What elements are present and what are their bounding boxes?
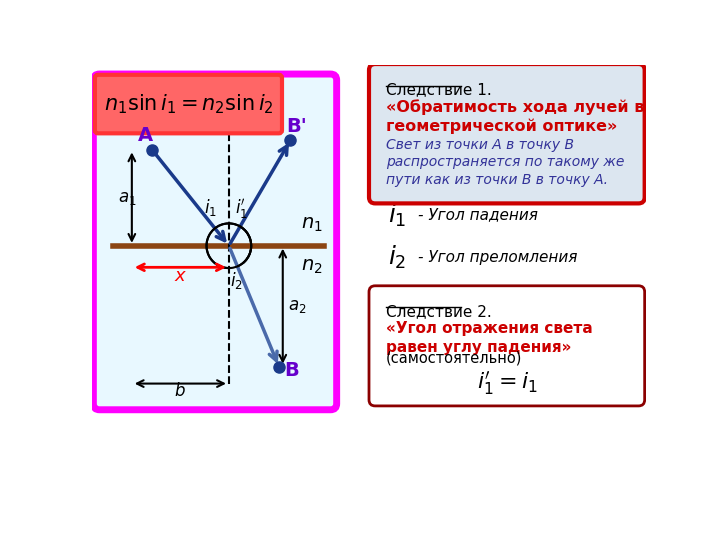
- Text: - Угол отражения: - Угол отражения: [418, 292, 559, 307]
- Text: - Угол падения: - Угол падения: [418, 207, 537, 222]
- Text: $i_2$: $i_2$: [388, 244, 407, 271]
- Text: $x$: $x$: [174, 267, 187, 285]
- Text: - Угол преломления: - Угол преломления: [418, 250, 577, 265]
- Text: $i_1'$: $i_1'$: [235, 197, 248, 221]
- Text: $i_1$: $i_1$: [388, 201, 407, 228]
- Text: Следствие 1.: Следствие 1.: [386, 83, 492, 98]
- Text: $i_1'$: $i_1'$: [388, 284, 407, 315]
- FancyBboxPatch shape: [94, 74, 337, 410]
- Text: B': B': [287, 117, 307, 136]
- Text: A: A: [138, 126, 153, 145]
- Text: «Обратимость хода лучей в
геометрической оптике»: «Обратимость хода лучей в геометрической…: [386, 99, 644, 134]
- FancyBboxPatch shape: [369, 286, 644, 406]
- Text: $a_2$: $a_2$: [288, 297, 307, 315]
- Text: $n_1$: $n_1$: [301, 215, 323, 234]
- Text: $n_1 \sin i_1 = n_2 \sin i_2$: $n_1 \sin i_1 = n_2 \sin i_2$: [104, 92, 274, 116]
- Text: «Угол отражения света
равен углу падения»: «Угол отражения света равен углу падения…: [386, 321, 593, 355]
- Text: (самостоятельно): (самостоятельно): [386, 350, 522, 366]
- Text: $a_1$: $a_1$: [118, 188, 137, 207]
- FancyBboxPatch shape: [369, 64, 644, 204]
- Text: Следствие 2.: Следствие 2.: [386, 304, 492, 319]
- Text: Свет из точки А в точку В
распространяется по такому же
пути как из точки В в то: Свет из точки А в точку В распространяет…: [386, 138, 624, 186]
- Text: $i_2$: $i_2$: [230, 270, 243, 291]
- FancyBboxPatch shape: [95, 75, 282, 133]
- Text: $n_2$: $n_2$: [301, 256, 323, 276]
- Text: $i_1$: $i_1$: [204, 198, 217, 218]
- Text: B: B: [284, 361, 299, 380]
- Text: $b$: $b$: [174, 382, 186, 400]
- Text: $i_1^{\prime} = i_1$: $i_1^{\prime} = i_1$: [477, 369, 537, 396]
